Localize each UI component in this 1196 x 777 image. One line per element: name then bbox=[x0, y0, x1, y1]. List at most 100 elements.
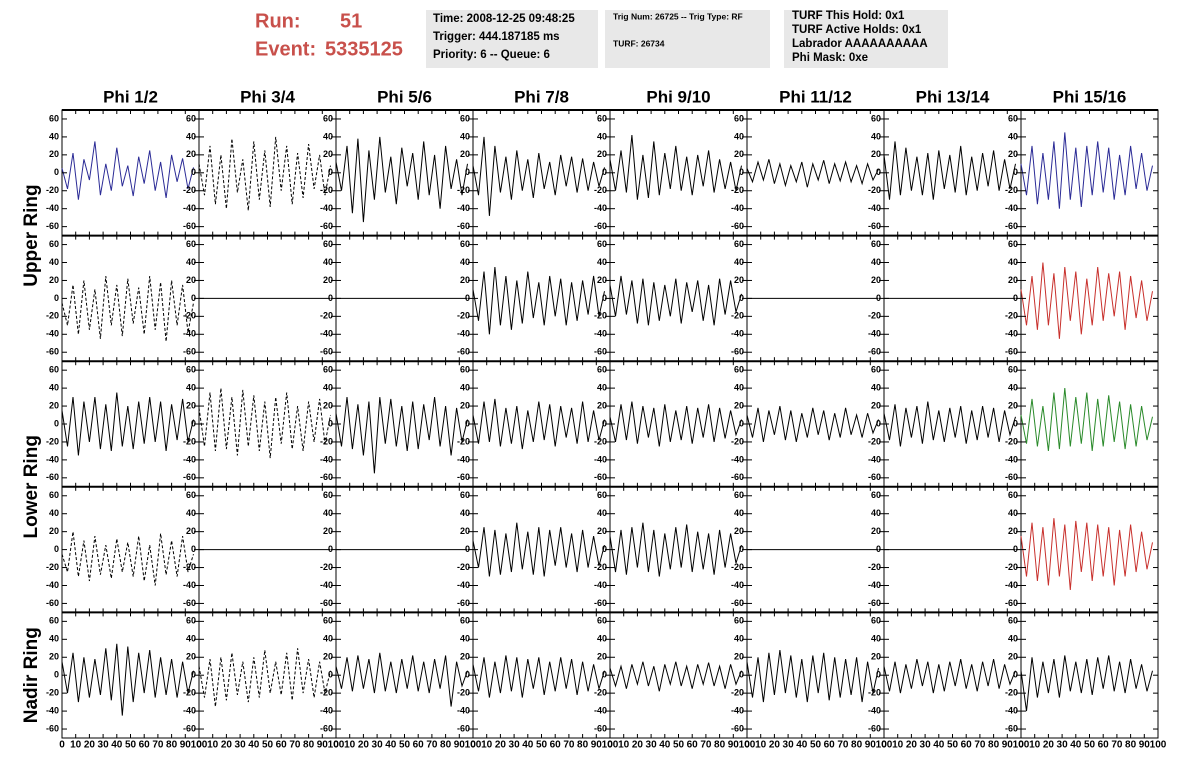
y-tick-label: -40 bbox=[320, 454, 333, 464]
y-tick-label: -60 bbox=[868, 472, 881, 482]
x-tick-label: 20 bbox=[1043, 740, 1055, 751]
x-tick-label: 10 bbox=[618, 740, 630, 751]
y-tick-label: -20 bbox=[731, 311, 744, 321]
y-tick-label: -40 bbox=[183, 203, 196, 213]
y-tick-label: -20 bbox=[457, 185, 470, 195]
x-tick-label: 30 bbox=[1057, 740, 1069, 751]
y-tick-label: 40 bbox=[186, 382, 196, 392]
waveform bbox=[198, 648, 331, 707]
y-tick-label: -60 bbox=[46, 347, 59, 357]
y-tick-label: -60 bbox=[183, 472, 196, 482]
y-tick-label: 20 bbox=[1008, 275, 1018, 285]
y-tick-label: 20 bbox=[597, 400, 607, 410]
x-tick-label: 30 bbox=[920, 740, 932, 751]
y-tick-label: -60 bbox=[731, 723, 744, 733]
waveform bbox=[472, 398, 605, 450]
x-tick-label: 40 bbox=[1070, 740, 1082, 751]
y-tick-label: -40 bbox=[594, 580, 607, 590]
x-tick-label: 80 bbox=[1125, 740, 1137, 751]
y-tick-label: 40 bbox=[49, 131, 59, 141]
y-tick-label: -40 bbox=[457, 454, 470, 464]
x-tick-label: 90 bbox=[454, 740, 466, 751]
y-tick-label: 20 bbox=[49, 526, 59, 536]
x-tick-label: 40 bbox=[796, 740, 808, 751]
y-tick-label: 40 bbox=[49, 508, 59, 518]
x-tick-label: 20 bbox=[358, 740, 370, 751]
waveform bbox=[61, 392, 194, 456]
waveform bbox=[1020, 262, 1153, 339]
x-tick-label: 0 bbox=[607, 740, 613, 751]
y-tick-label: 20 bbox=[49, 275, 59, 285]
x-tick-label: 50 bbox=[810, 740, 822, 751]
y-tick-label: 20 bbox=[460, 149, 470, 159]
x-tick-label: 30 bbox=[783, 740, 795, 751]
info-line: Phi Mask: 0xe bbox=[792, 52, 868, 64]
y-tick-label: -60 bbox=[1005, 723, 1018, 733]
y-tick-label: -60 bbox=[868, 221, 881, 231]
panel-frame bbox=[609, 109, 748, 237]
x-tick-label: 30 bbox=[372, 740, 384, 751]
waveform bbox=[472, 136, 605, 216]
x-tick-label: 0 bbox=[196, 740, 202, 751]
y-tick-label: -60 bbox=[731, 598, 744, 608]
y-tick-label: 40 bbox=[871, 634, 881, 644]
y-tick-label: 40 bbox=[871, 131, 881, 141]
y-tick-label: 20 bbox=[734, 652, 744, 662]
y-tick-label: -20 bbox=[183, 562, 196, 572]
y-tick-label: 40 bbox=[186, 508, 196, 518]
x-tick-label: 60 bbox=[1098, 740, 1110, 751]
y-tick-label: 0 bbox=[1013, 418, 1018, 428]
x-tick-label: 80 bbox=[988, 740, 1000, 751]
y-tick-label: -20 bbox=[868, 185, 881, 195]
y-tick-label: 60 bbox=[186, 490, 196, 500]
x-tick-label: 10 bbox=[344, 740, 356, 751]
x-tick-label: 10 bbox=[755, 740, 767, 751]
waveform bbox=[61, 275, 194, 342]
y-tick-label: 40 bbox=[323, 634, 333, 644]
info-line: Labrador AAAAAAAAAA bbox=[792, 38, 928, 50]
y-tick-label: 40 bbox=[460, 131, 470, 141]
y-tick-label: -20 bbox=[1005, 562, 1018, 572]
y-tick-label: -60 bbox=[320, 347, 333, 357]
y-tick-label: 60 bbox=[1008, 365, 1018, 375]
x-tick-label: 60 bbox=[687, 740, 699, 751]
y-tick-label: 40 bbox=[186, 257, 196, 267]
x-tick-label: 90 bbox=[728, 740, 740, 751]
y-tick-label: -40 bbox=[731, 705, 744, 715]
x-tick-label: 0 bbox=[881, 740, 887, 751]
y-tick-label: 60 bbox=[186, 113, 196, 123]
x-tick-label: 10 bbox=[481, 740, 493, 751]
y-tick-label: 60 bbox=[323, 239, 333, 249]
y-tick-label: 0 bbox=[739, 167, 744, 177]
waveform bbox=[198, 388, 331, 459]
y-tick-label: -20 bbox=[594, 436, 607, 446]
y-tick-label: 0 bbox=[739, 418, 744, 428]
y-tick-label: -60 bbox=[868, 347, 881, 357]
x-tick-label: 70 bbox=[837, 740, 849, 751]
y-tick-label: 0 bbox=[191, 167, 196, 177]
info-line: TURF: 26734 bbox=[613, 38, 665, 48]
y-tick-label: -20 bbox=[46, 185, 59, 195]
x-tick-label: 30 bbox=[98, 740, 110, 751]
y-tick-label: -40 bbox=[594, 454, 607, 464]
y-tick-label: 20 bbox=[460, 275, 470, 285]
y-tick-label: 0 bbox=[602, 544, 607, 554]
y-tick-label: -60 bbox=[594, 347, 607, 357]
y-tick-label: 60 bbox=[186, 616, 196, 626]
y-tick-label: -60 bbox=[731, 472, 744, 482]
y-tick-label: 0 bbox=[191, 418, 196, 428]
y-tick-label: -20 bbox=[183, 311, 196, 321]
y-tick-label: -20 bbox=[183, 185, 196, 195]
y-tick-label: -60 bbox=[457, 347, 470, 357]
y-tick-label: 0 bbox=[328, 544, 333, 554]
y-tick-label: 0 bbox=[465, 293, 470, 303]
y-tick-label: 60 bbox=[1008, 616, 1018, 626]
y-tick-label: 60 bbox=[1008, 239, 1018, 249]
y-tick-label: -20 bbox=[868, 562, 881, 572]
y-tick-label: -20 bbox=[594, 688, 607, 698]
x-tick-label: 100 bbox=[602, 740, 619, 751]
info-box bbox=[784, 10, 948, 68]
waveform bbox=[609, 661, 742, 692]
column-header: Phi 1/2 bbox=[103, 87, 158, 106]
y-tick-label: 0 bbox=[328, 418, 333, 428]
